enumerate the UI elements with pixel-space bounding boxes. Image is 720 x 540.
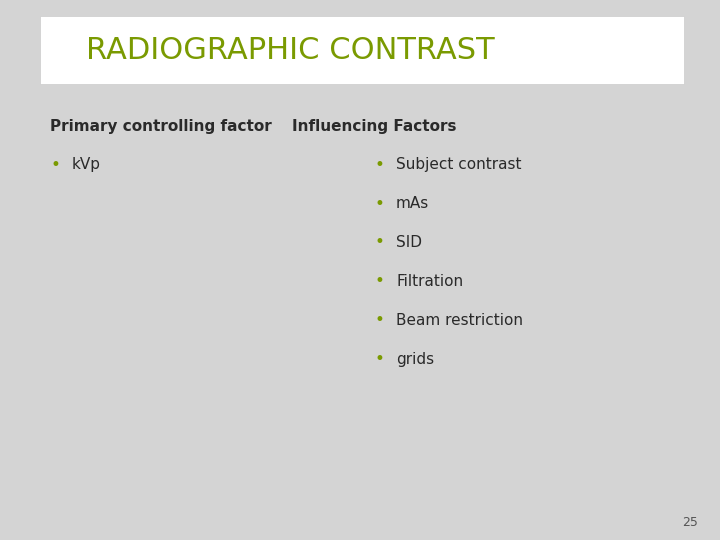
Text: Influencing Factors: Influencing Factors bbox=[292, 119, 456, 134]
FancyBboxPatch shape bbox=[40, 16, 684, 84]
Text: •: • bbox=[374, 272, 384, 291]
Text: •: • bbox=[374, 156, 384, 174]
Text: Primary controlling factor: Primary controlling factor bbox=[50, 119, 272, 134]
Text: •: • bbox=[374, 350, 384, 368]
Text: RADIOGRAPHIC CONTRAST: RADIOGRAPHIC CONTRAST bbox=[86, 36, 495, 65]
Text: Filtration: Filtration bbox=[396, 274, 463, 289]
Text: Beam restriction: Beam restriction bbox=[396, 313, 523, 328]
Text: 25: 25 bbox=[683, 516, 698, 529]
Text: •: • bbox=[374, 194, 384, 213]
Text: Subject contrast: Subject contrast bbox=[396, 157, 521, 172]
Text: mAs: mAs bbox=[396, 196, 429, 211]
Text: grids: grids bbox=[396, 352, 434, 367]
Text: •: • bbox=[374, 311, 384, 329]
Text: SID: SID bbox=[396, 235, 422, 250]
Text: •: • bbox=[50, 156, 60, 174]
Text: kVp: kVp bbox=[72, 157, 101, 172]
Text: •: • bbox=[374, 233, 384, 252]
